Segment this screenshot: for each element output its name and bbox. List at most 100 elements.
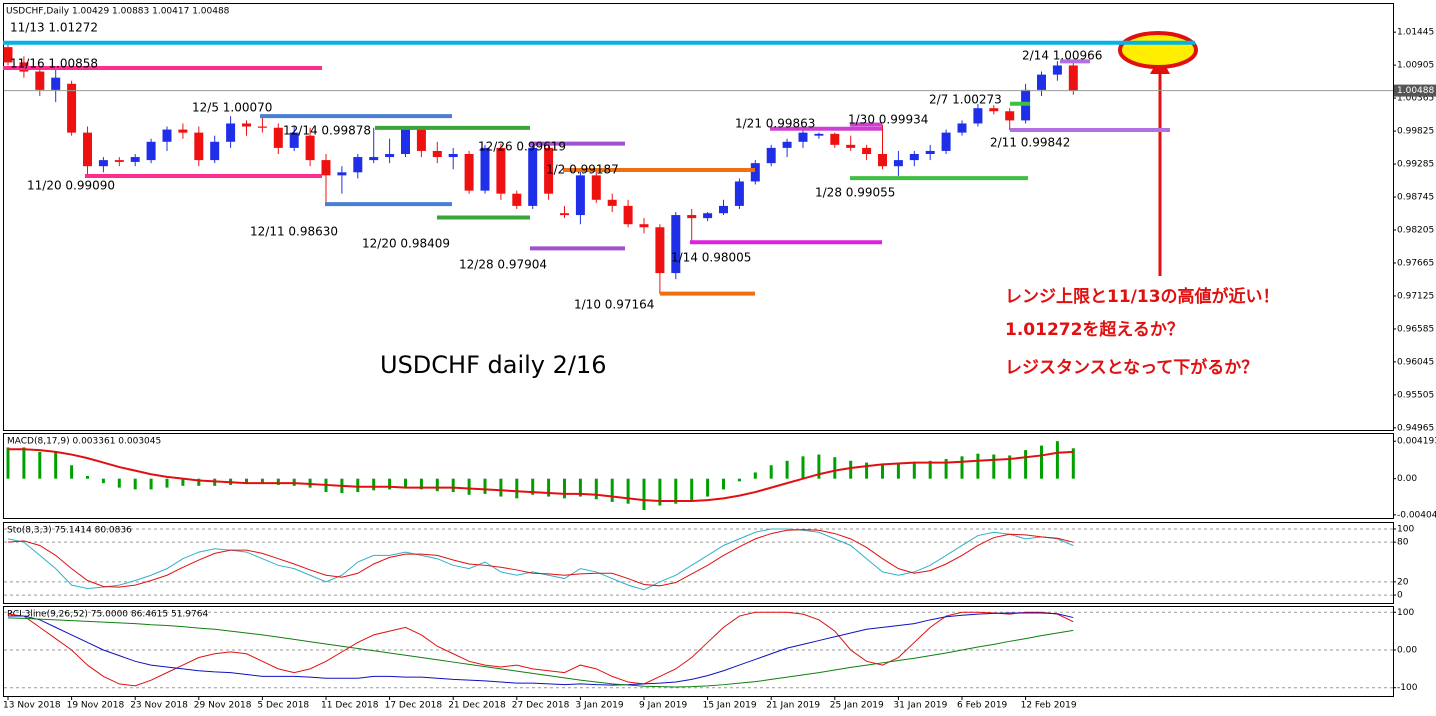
series-line xyxy=(7,617,1074,688)
macd-bar xyxy=(547,478,551,497)
y-tick-label: 0 xyxy=(1397,591,1403,601)
candle-body xyxy=(830,133,840,145)
annotation: USDCHF daily 2/16 xyxy=(380,351,607,379)
macd-bar xyxy=(181,478,185,486)
candle-body xyxy=(878,153,887,167)
x-tick-label: 25 Jan 2019 xyxy=(830,701,884,711)
macd-bar xyxy=(6,447,10,479)
candle-body xyxy=(210,141,220,161)
macd-bar xyxy=(133,478,137,490)
y-tick-label: 0.97665 xyxy=(1397,258,1434,268)
candle-body xyxy=(528,147,538,206)
macd-bar xyxy=(1055,441,1059,479)
level-label: 12/26 0.99619 xyxy=(478,140,566,154)
macd-bar xyxy=(404,478,407,488)
macd-bar xyxy=(785,460,789,479)
macd-bar xyxy=(499,478,503,497)
candle-body xyxy=(782,141,792,148)
macd-bar xyxy=(515,478,519,499)
candle-body xyxy=(242,123,251,127)
candle-body xyxy=(496,147,506,194)
macd-bar xyxy=(801,456,805,479)
candle-body xyxy=(560,213,569,216)
y-tick-label: 100 xyxy=(1397,524,1414,534)
candle-body xyxy=(337,172,347,176)
series-line xyxy=(7,529,1074,588)
rci-frame xyxy=(3,606,1394,697)
panel-title: USDCHF,Daily 1.00429 1.00883 1.00417 1.0… xyxy=(6,7,230,17)
macd-bar xyxy=(626,478,630,504)
x-tick-label: 12 Feb 2019 xyxy=(1021,701,1077,711)
level-label: 1/10 0.97164 xyxy=(574,298,654,312)
candle-body xyxy=(544,147,554,194)
y-tick-label: 1.01445 xyxy=(1397,28,1434,38)
candle-body xyxy=(575,175,585,216)
candle-body xyxy=(67,83,77,133)
macd-bar xyxy=(467,478,471,495)
level-label: 12/14 0.99878 xyxy=(283,124,371,138)
macd-bar xyxy=(388,478,392,490)
macd-bar xyxy=(419,478,423,490)
candle-body xyxy=(146,141,156,161)
panel-title: MACD(8,17,9) 0.003361 0.003045 xyxy=(7,437,161,447)
candle-body xyxy=(35,71,45,90)
candle-body xyxy=(321,160,331,176)
candle-body xyxy=(719,205,728,214)
y-tick-label: 0.96585 xyxy=(1397,324,1434,334)
macd-bar xyxy=(722,478,725,490)
macd-bar xyxy=(1008,455,1012,479)
y-tick-label: -0.004045 xyxy=(1397,510,1436,520)
candle-body xyxy=(703,213,713,219)
candle-body xyxy=(1005,111,1015,121)
candle-body xyxy=(401,129,410,154)
level-label: 12/5 1.00070 xyxy=(192,101,272,115)
y-tick-label: 0.00 xyxy=(1397,645,1417,655)
macd-bar xyxy=(483,478,487,494)
main-frame xyxy=(3,3,1394,431)
x-tick-label: 31 Jan 2019 xyxy=(893,701,947,711)
x-tick-label: 3 Jan 2019 xyxy=(575,701,623,711)
y-tick-label: 80 xyxy=(1397,538,1409,548)
macd-bar xyxy=(976,453,980,479)
x-tick-label: 17 Dec 2018 xyxy=(385,701,443,711)
level-label: 12/20 0.98409 xyxy=(362,237,450,251)
series-line xyxy=(8,612,1074,686)
macd-bar xyxy=(706,478,710,497)
candle-body xyxy=(957,123,967,133)
y-tick-label: 20 xyxy=(1397,577,1409,587)
macd-bar xyxy=(960,456,964,479)
last-price-box xyxy=(1394,84,1436,97)
macd-bar xyxy=(260,478,264,485)
macd-bar xyxy=(356,478,360,493)
candle-body xyxy=(273,127,283,148)
level-label: 11/20 0.99090 xyxy=(27,179,115,193)
candle-body xyxy=(448,153,458,158)
macd-bar xyxy=(372,478,376,491)
candle-body xyxy=(162,129,172,142)
macd-bar xyxy=(674,478,678,504)
candle-body xyxy=(639,224,649,228)
stoch-frame xyxy=(3,522,1394,604)
y-tick-label: 0.99825 xyxy=(1397,127,1434,137)
candle-body xyxy=(655,227,665,274)
candle-body xyxy=(432,150,442,158)
candle-body xyxy=(687,215,697,219)
x-tick-label: 29 Nov 2018 xyxy=(194,701,252,711)
macd-bar xyxy=(769,465,773,479)
candle-body xyxy=(114,160,124,162)
y-tick-label: 0.95505 xyxy=(1397,390,1434,400)
candle-body xyxy=(98,160,108,167)
panel-title: RCI 3line(9,26,52) 75.0000 86.4615 51.97… xyxy=(7,610,208,620)
x-tick-label: 15 Jan 2019 xyxy=(703,701,757,711)
macd-bar xyxy=(992,454,996,479)
level-label: 1/21 0.99863 xyxy=(735,117,815,131)
candle-body xyxy=(973,108,983,124)
candle-body xyxy=(734,181,744,206)
candle-body xyxy=(385,153,395,158)
annotation: レジスタンスとなって下がるか？ xyxy=(1005,357,1258,378)
macd-bar xyxy=(690,478,694,502)
macd-bar xyxy=(38,451,42,479)
candle-body xyxy=(925,150,935,154)
x-tick-label: 21 Dec 2018 xyxy=(448,701,506,711)
candle-body xyxy=(591,175,601,200)
